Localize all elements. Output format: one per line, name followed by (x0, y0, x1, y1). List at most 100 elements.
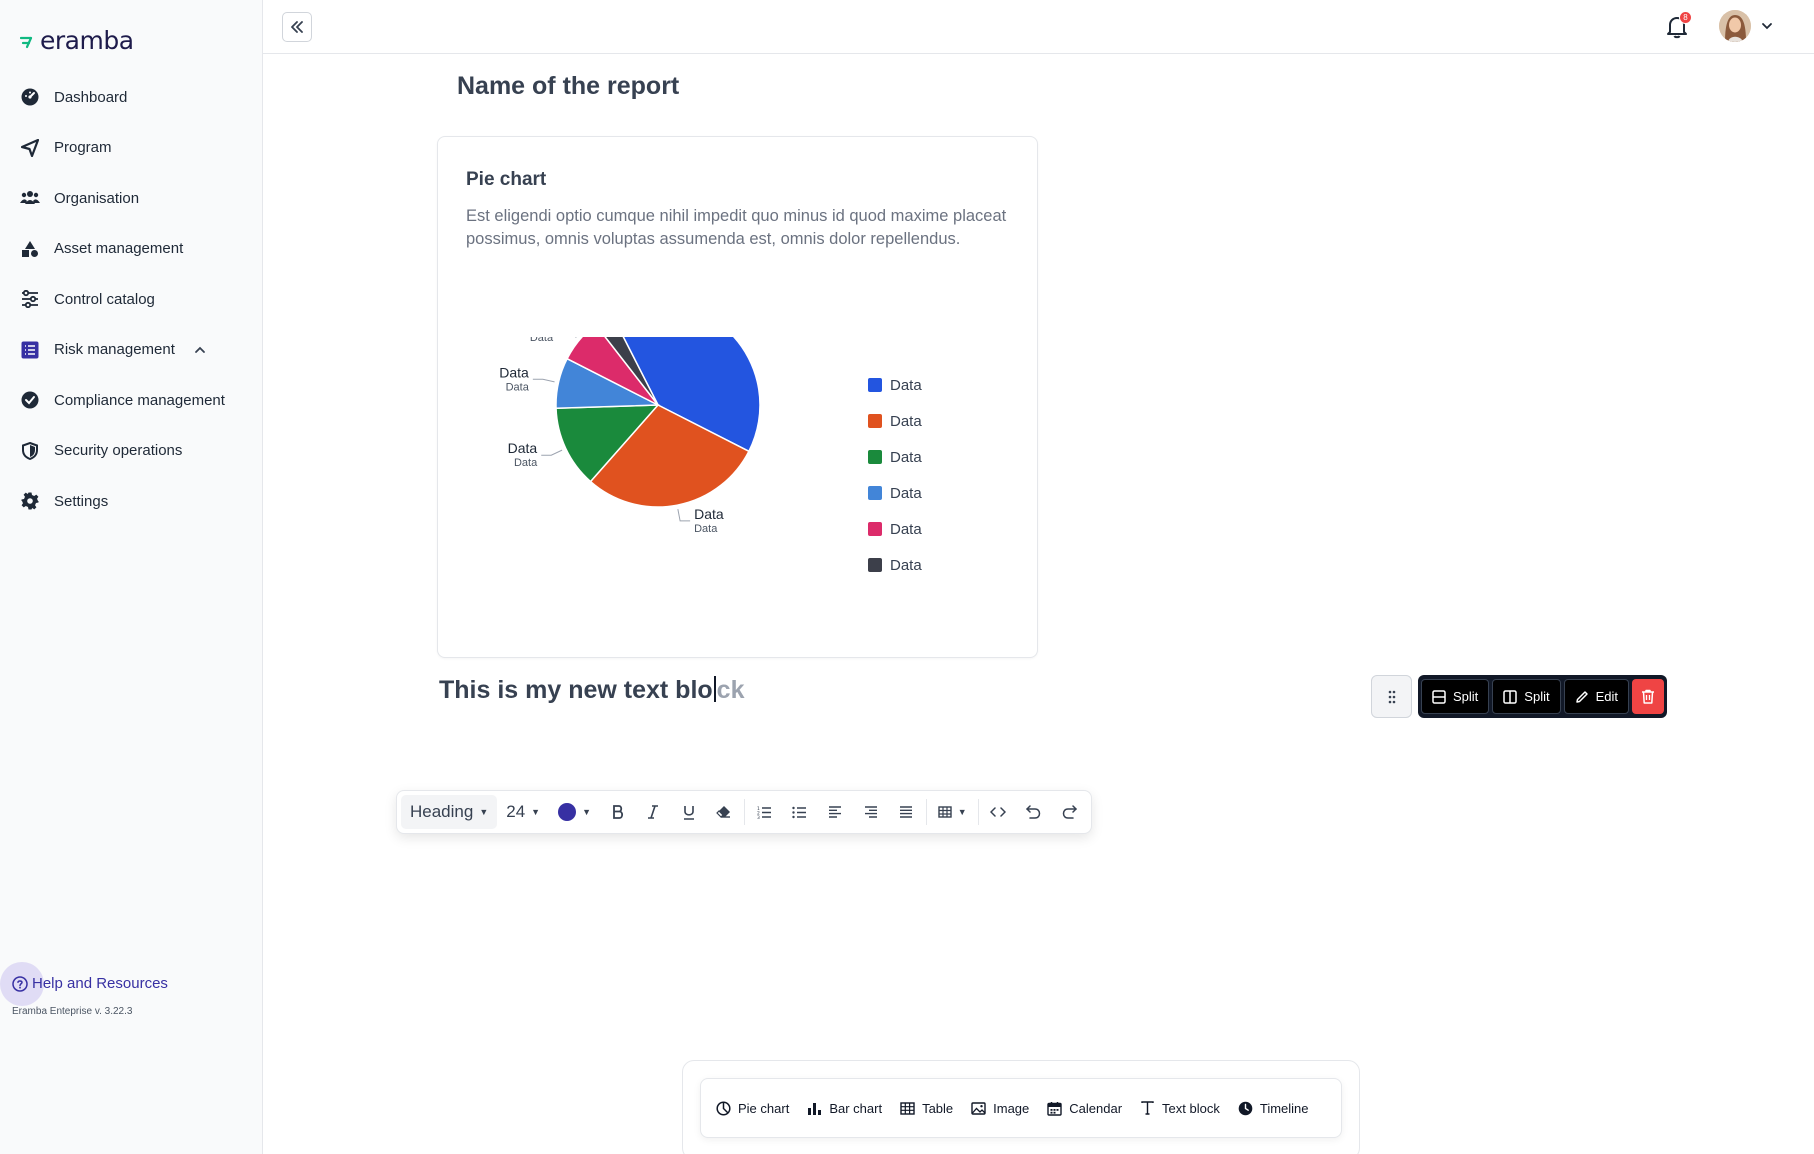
collapse-sidebar-button[interactable] (282, 12, 312, 42)
sidebar-item-risk-management[interactable]: Risk management (0, 325, 263, 376)
card-description: Est eligendi optio cumque nihil impedit … (466, 207, 1007, 248)
text-block-editor[interactable]: This is my new text blo ck (439, 676, 744, 705)
italic-button[interactable] (635, 795, 670, 829)
sidebar-item-settings[interactable]: Settings (0, 476, 263, 527)
split-horizontal-button[interactable]: Split (1421, 679, 1490, 714)
send-icon (20, 138, 40, 158)
pie-chart-block[interactable]: Pie chart Est eligendi optio cumque nihi… (437, 136, 1038, 658)
eraser-icon (716, 806, 731, 818)
pie-slice[interactable] (589, 404, 750, 508)
eramba-logo[interactable]: eramba (20, 26, 134, 55)
pie-slice[interactable] (612, 337, 761, 453)
caret-down-icon: ▼ (479, 807, 489, 817)
sidebar-item-label: Control catalog (54, 290, 155, 308)
table-icon (938, 806, 952, 818)
insert-image-button[interactable]: Image (971, 1101, 1029, 1116)
underline-button[interactable] (671, 795, 706, 829)
topbar: 8 (263, 0, 1814, 54)
align-justify-icon (900, 806, 913, 818)
caret-down-icon: ▼ (957, 807, 967, 817)
clear-format-button[interactable] (706, 795, 741, 829)
chevron-down-icon[interactable] (1760, 19, 1774, 33)
svg-text:2: 2 (757, 810, 760, 816)
bell-icon (1667, 17, 1687, 39)
bullet-list-button[interactable] (782, 795, 817, 829)
pie-slice-label: Data (508, 440, 538, 456)
legend-label: Data (890, 520, 922, 538)
sidebar-item-control-catalog[interactable]: Control catalog (0, 274, 263, 325)
sidebar-item-security-operations[interactable]: Security operations (0, 426, 263, 477)
legend-item[interactable]: Data (868, 511, 922, 547)
ordered-list-icon: 123 (757, 806, 771, 819)
legend-label: Data (890, 376, 922, 394)
insert-table-dropdown[interactable]: ▼ (929, 795, 976, 829)
split-horizontal-label: Split (1453, 689, 1479, 704)
insert-table-button[interactable]: Table (900, 1101, 953, 1116)
users-icon (20, 188, 40, 208)
badge-check-icon (20, 390, 40, 410)
insert-calendar-button[interactable]: Calendar (1047, 1101, 1122, 1116)
block-actions-toolbar: Split Split Edit (1418, 675, 1667, 718)
pie-slice-label: Data (499, 364, 529, 380)
caret-down-icon: ▼ (531, 807, 541, 817)
drag-handle[interactable] (1371, 675, 1412, 718)
logo-mark-icon (20, 36, 33, 48)
legend-label: Data (890, 412, 922, 430)
dashboard-icon (20, 87, 40, 107)
report-title[interactable]: Name of the report (457, 72, 680, 100)
insert-bar-chart-button[interactable]: Bar chart (807, 1101, 882, 1116)
chart-legend: Data Data Data Data Data Data (868, 367, 922, 583)
text-style-dropdown[interactable]: Heading ▼ (401, 795, 498, 829)
split-vertical-button[interactable]: Split (1492, 679, 1561, 714)
image-icon (971, 1101, 986, 1116)
legend-label: Data (890, 448, 922, 466)
bold-icon (612, 805, 623, 819)
table-icon (900, 1101, 915, 1116)
notifications-button[interactable]: 8 (1664, 11, 1692, 40)
font-size-dropdown[interactable]: 24 ▼ (497, 795, 549, 829)
help-highlight (0, 962, 44, 1006)
bold-button[interactable] (600, 795, 635, 829)
toolbar-divider (743, 799, 745, 825)
insert-item-label: Pie chart (738, 1100, 790, 1116)
align-justify-button[interactable] (888, 795, 923, 829)
pie-slice[interactable] (555, 404, 660, 483)
font-size-value: 24 (506, 802, 526, 821)
pie-slice[interactable] (566, 337, 659, 406)
text-color-dropdown[interactable]: ▼ (549, 795, 600, 829)
delete-button[interactable] (1632, 679, 1664, 714)
sidebar-item-compliance-management[interactable]: Compliance management (0, 375, 263, 426)
insert-pie-chart-button[interactable]: Pie chart (716, 1101, 789, 1116)
legend-item[interactable]: Data (868, 367, 922, 403)
legend-item[interactable]: Data (868, 403, 922, 439)
gear-icon (20, 491, 40, 511)
insert-timeline-button[interactable]: Timeline (1238, 1101, 1309, 1116)
legend-swatch (868, 414, 882, 428)
chevron-up-icon[interactable] (193, 343, 207, 357)
trash-icon (1642, 689, 1654, 704)
edit-button[interactable]: Edit (1563, 679, 1629, 714)
sidebar-item-program[interactable]: Program (0, 123, 263, 174)
code-button[interactable] (981, 795, 1016, 829)
legend-item[interactable]: Data (868, 439, 922, 475)
undo-button[interactable] (1016, 795, 1051, 829)
text-block-content: This is my new text blo (439, 676, 713, 704)
align-right-button[interactable] (853, 795, 888, 829)
legend-item[interactable]: Data (868, 475, 922, 511)
legend-swatch (868, 486, 882, 500)
redo-button[interactable] (1052, 795, 1087, 829)
insert-item-label: Text block (1162, 1100, 1220, 1116)
align-left-button[interactable] (818, 795, 853, 829)
sidebar-item-asset-management[interactable]: Asset management (0, 224, 263, 275)
avatar[interactable] (1719, 10, 1751, 42)
pie-slice-label: Data (694, 506, 724, 522)
sidebar-item-organisation[interactable]: Organisation (0, 173, 263, 224)
legend-swatch (868, 378, 882, 392)
legend-item[interactable]: Data (868, 547, 922, 583)
insert-text-block-button[interactable]: Text block (1140, 1101, 1220, 1116)
calendar-icon (1047, 1101, 1062, 1116)
undo-icon (1026, 805, 1041, 819)
sidebar-item-dashboard[interactable]: Dashboard (0, 72, 263, 123)
